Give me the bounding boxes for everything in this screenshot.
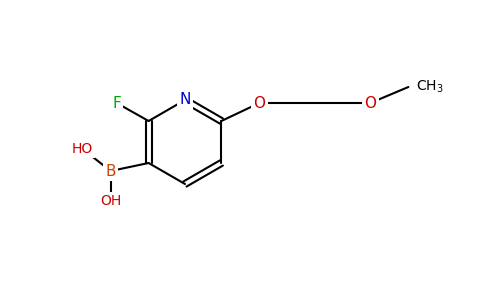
Text: O: O [364,95,377,110]
Text: N: N [179,92,191,107]
Text: O: O [253,95,265,110]
Text: F: F [112,95,121,110]
Text: CH$_3$: CH$_3$ [416,79,444,95]
Text: B: B [106,164,116,178]
Text: OH: OH [100,194,121,208]
Text: HO: HO [72,142,93,156]
